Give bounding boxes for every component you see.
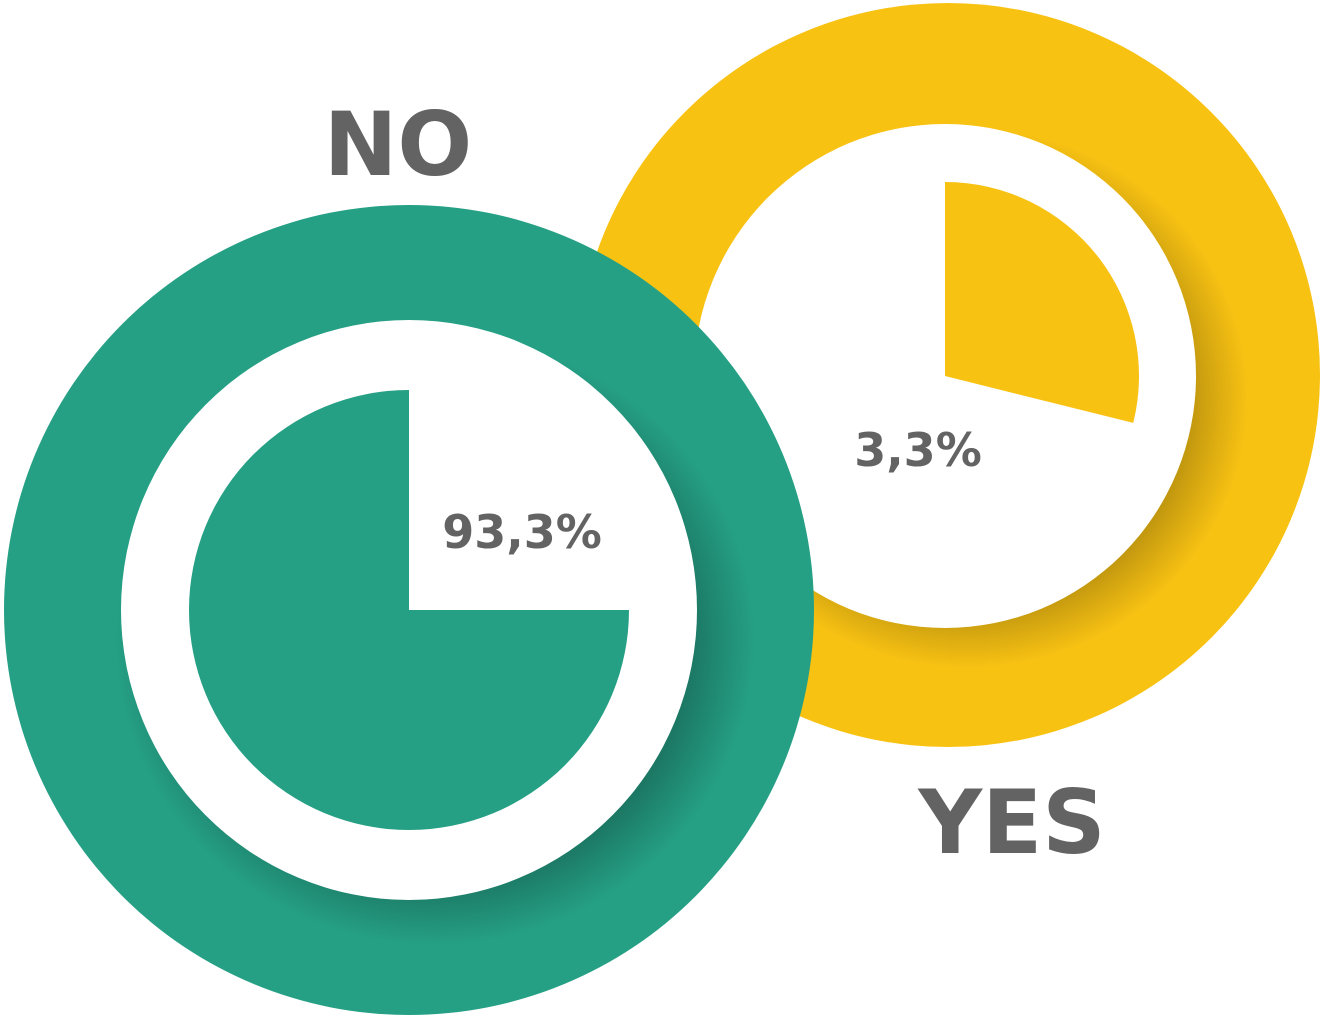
no-value-label: 93,3%: [442, 505, 602, 559]
yes-category-label: YES: [917, 771, 1105, 874]
yes-value-label: 3,3%: [854, 423, 982, 477]
no-pie-slice: [189, 390, 629, 830]
yes-pie-slice: [945, 182, 1140, 423]
no-category-label: NO: [324, 93, 472, 196]
no-chart: [4, 205, 814, 1015]
